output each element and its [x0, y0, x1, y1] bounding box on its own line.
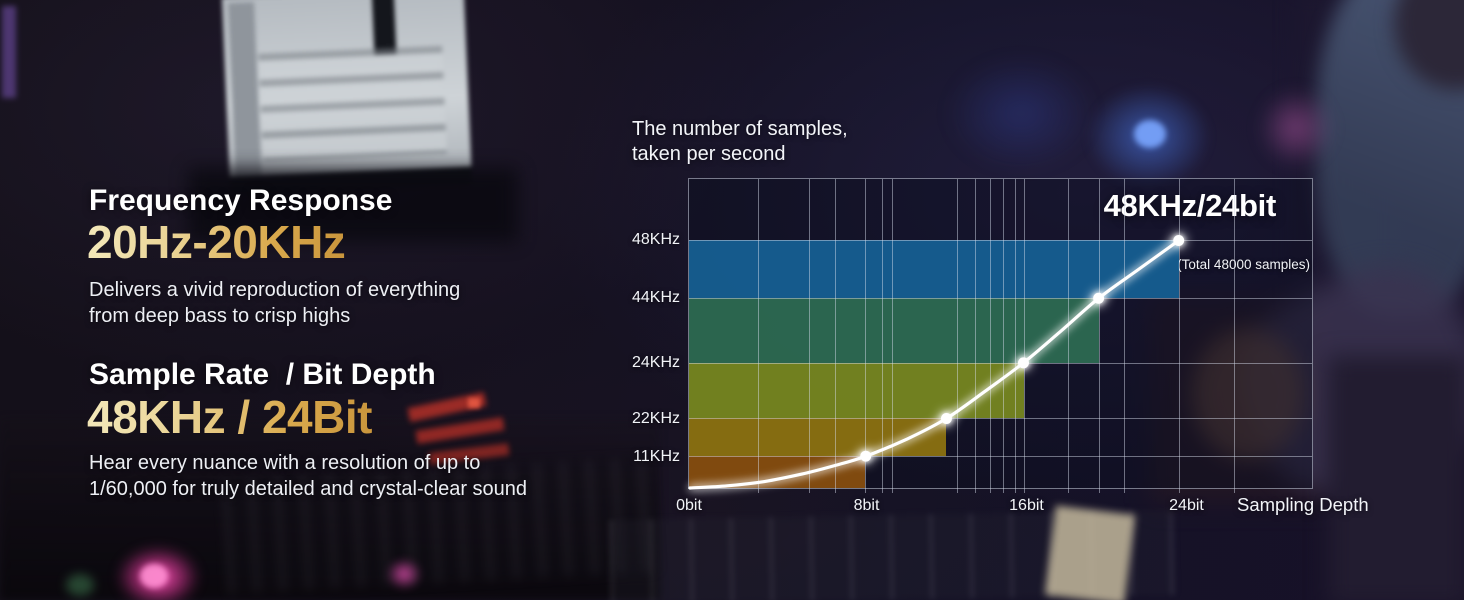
data-point-1: [941, 413, 952, 424]
frequency-response-description: Delivers a vivid reproduction of everyth…: [89, 278, 460, 329]
vertical-gridline: [974, 179, 976, 493]
vertical-gridline: [1179, 179, 1181, 493]
y-tick-11KHz: 11KHz: [633, 447, 680, 465]
horizontal-gridline: [689, 456, 1312, 458]
vertical-gridline: [835, 179, 837, 493]
sample-rate-value: 48KHz / 24Bit: [87, 391, 372, 443]
sample-rate-desc-line2: 1/60,000 for truly detailed and crystal-…: [89, 477, 528, 500]
chart-band-11-0khz: [689, 456, 866, 488]
x-axis-label: Sampling Depth: [1237, 494, 1369, 515]
vertical-gridline: [1098, 179, 1100, 493]
frequency-response-desc-line2: from deep bass to crisp highs: [89, 304, 351, 327]
vertical-gridline: [892, 179, 894, 493]
chart-band-24-22khz: [689, 362, 1024, 419]
vertical-gridline: [989, 179, 991, 493]
chart-annotation-48khz-24bit: 48KHz/24bit: [1103, 188, 1277, 223]
frequency-response-title: Frequency Response: [89, 184, 393, 217]
frequency-response-value: 20Hz-20KHz: [87, 216, 346, 268]
vertical-gridline: [1234, 179, 1236, 493]
sample-rate-description: Hear every nuance with a resolution of u…: [89, 451, 527, 502]
vertical-gridline: [1124, 179, 1126, 493]
horizontal-gridline: [689, 298, 1312, 300]
horizontal-gridline: [689, 240, 1312, 242]
x-tick-8bit: 8bit: [853, 497, 880, 514]
chart-annotation-total-samples: (Total 48000 samples): [1177, 257, 1310, 272]
frequency-response-desc-line1: Delivers a vivid reproduction of everyth…: [89, 279, 461, 301]
data-point-0: [860, 450, 872, 462]
horizontal-gridline: [689, 362, 1312, 364]
sample-rate-title: Sample Rate / Bit Depth: [89, 358, 436, 391]
samples-curve: [688, 231, 1188, 491]
y-tick-44KHz: 44KHz: [631, 289, 680, 307]
y-tick-48KHz: 48KHz: [631, 230, 680, 248]
y-tick-24KHz: 24KHz: [631, 354, 680, 372]
y-tick-22KHz: 22KHz: [631, 410, 680, 428]
vertical-gridline: [1014, 179, 1016, 493]
sample-rate-chart-plot: 48KHz/24bit (Total 48000 samples) 48KHz 4…: [632, 178, 1313, 514]
x-tick-0bit: 0bit: [676, 497, 702, 514]
vertical-gridline: [1067, 179, 1069, 493]
chart-band-48-44khz: [689, 240, 1180, 299]
vertical-gridline: [956, 179, 958, 493]
vertical-gridline: [757, 179, 759, 493]
data-point-4: [1173, 235, 1185, 246]
vertical-gridline: [881, 179, 883, 493]
vertical-gridline: [808, 179, 810, 493]
chart-band-22-11khz: [689, 418, 947, 457]
data-point-3: [1093, 292, 1105, 304]
data-point-2: [1018, 357, 1029, 369]
chart-title: The number of samples, taken per second: [632, 117, 848, 167]
curve-glow: [689, 238, 1181, 491]
vertical-gridline: [1002, 179, 1004, 493]
chart-title-line2: taken per second: [632, 143, 786, 165]
horizontal-gridline: [689, 418, 1312, 420]
x-tick-16bit: 16bit: [1009, 497, 1044, 514]
chart-title-line1: The number of samples,: [632, 118, 848, 140]
sample-rate-desc-line1: Hear every nuance with a resolution of u…: [89, 452, 481, 474]
curve-line: [688, 238, 1181, 490]
x-tick-24bit: 24bit: [1169, 497, 1204, 514]
vertical-gridline: [1023, 179, 1025, 493]
vertical-gridline: [865, 179, 867, 493]
chart-band-44-24khz: [689, 298, 1099, 363]
